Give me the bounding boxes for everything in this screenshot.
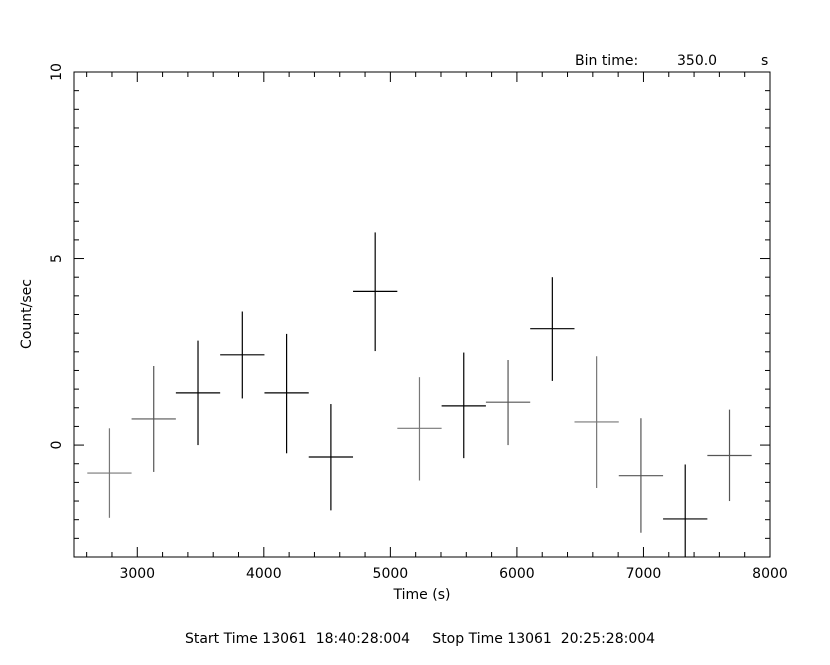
data-point [87, 428, 132, 518]
data-point [707, 409, 752, 502]
y-tick-label: 0 [49, 441, 65, 450]
data-point [618, 418, 664, 533]
y-tick-label: 10 [49, 63, 65, 81]
data-point [131, 365, 176, 472]
x-tick-label: 5000 [373, 566, 409, 582]
data-point [574, 356, 619, 488]
bin-time-value: 350.0 [677, 53, 717, 69]
data-point [220, 311, 265, 399]
y-tick-label: 5 [49, 254, 65, 263]
start-stop-time: Start Time 13061 18:40:28:004 Stop Time … [185, 631, 655, 647]
y-axis-label: Count/sec [19, 279, 35, 349]
x-tick-label: 4000 [246, 566, 282, 582]
x-tick-label: 3000 [119, 566, 155, 582]
plot-frame [73, 71, 771, 558]
x-tick-label: 6000 [499, 566, 535, 582]
bin-time-label: Bin time: [575, 53, 638, 69]
data-point [264, 333, 309, 454]
data-point [663, 464, 708, 557]
axis-tick-labels: 3000 4000 5000 6000 7000 8000 0 5 10 [49, 63, 788, 582]
data-point [175, 340, 221, 446]
x-tick-label: 7000 [626, 566, 662, 582]
axis-ticks [74, 71, 771, 557]
x-tick-label: 8000 [752, 566, 788, 582]
data-point [397, 377, 442, 481]
data-point [441, 352, 486, 459]
x-axis-label: Time (s) [393, 587, 451, 603]
bin-time-unit: s [761, 53, 768, 69]
data-point [485, 360, 531, 446]
data-point [308, 404, 354, 511]
data-points [87, 232, 752, 557]
data-point [353, 232, 398, 352]
data-point [530, 277, 575, 381]
